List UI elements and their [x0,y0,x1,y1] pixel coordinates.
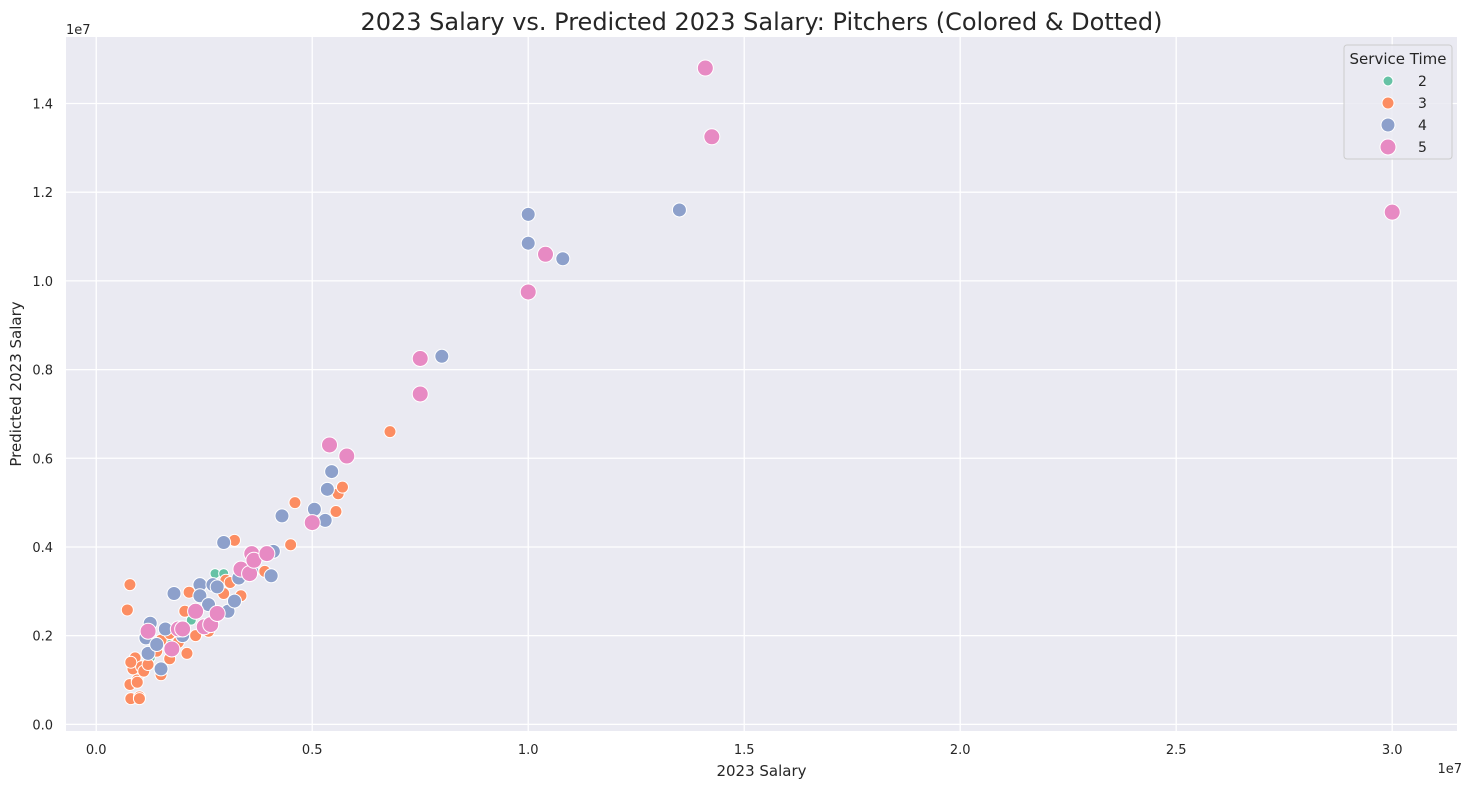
data-point [174,620,192,638]
data-point [208,604,226,622]
series-4 [138,202,687,677]
plot-background [66,37,1457,731]
data-point [149,637,165,653]
data-point [226,593,242,609]
data-point [520,206,536,222]
data-point [321,436,339,454]
legend-label: 4 [1418,118,1427,134]
x-axis-label: 2023 Salary [716,762,806,780]
legend-entry: 3 [1381,96,1427,112]
data-point [434,348,450,364]
data-point [303,514,321,532]
legend-entry: 5 [1379,138,1427,156]
data-point [130,675,144,689]
data-point [671,202,687,218]
data-point [288,496,302,510]
data-point [703,128,721,146]
x-tick-label: 3.0 [1382,743,1403,758]
data-points [120,59,1401,706]
y-tick-labels: 0.0 0.2 0.4 0.6 0.8 1.0 1.2 1.4 [32,98,53,734]
data-point [216,535,232,551]
data-point [319,481,335,497]
data-point [284,538,298,552]
data-point [306,501,322,517]
data-point [537,245,555,263]
data-point [1383,203,1401,221]
y-axis-label: Predicted 2023 Salary [7,301,25,466]
y-axis-offset-label: 1e7 [66,23,91,38]
x-axis-offset-label: 1e7 [1437,762,1462,777]
y-tick-label: 1.2 [32,186,53,201]
data-point [258,545,276,563]
y-tick-label: 1.0 [32,275,53,290]
data-point [124,655,138,669]
y-tick-label: 0.6 [32,452,53,467]
data-point [411,350,429,368]
data-point [166,586,182,602]
chart-title: 2023 Salary vs. Predicted 2023 Salary: P… [360,8,1162,36]
x-tick-labels: 0.0 0.5 1.0 1.5 2.0 2.5 3.0 [86,743,1403,758]
data-point [139,622,157,640]
data-point [163,640,181,658]
data-point [520,235,536,251]
legend-entries: 2 3 4 5 [1379,74,1427,156]
data-point [696,59,714,77]
legend-box [1343,44,1453,160]
x-tick-label: 2.0 [950,743,971,758]
legend-marker [1380,117,1396,133]
legend-marker [1379,138,1397,156]
legend-marker [1381,96,1395,110]
y-tick-label: 1.4 [32,98,53,113]
data-point [123,578,137,592]
legend-label: 5 [1418,140,1427,156]
data-point [555,251,571,267]
legend-marker [1382,75,1394,87]
grid-lines [66,37,1457,731]
data-point [329,504,343,518]
data-point [519,283,537,301]
data-point [209,579,225,595]
x-tick-label: 1.0 [518,743,539,758]
data-point [335,480,349,494]
data-point [180,646,194,660]
y-tick-label: 0.8 [32,364,53,379]
y-tick-label: 0.2 [32,630,53,645]
data-point [153,661,169,677]
data-point [274,508,290,524]
data-point [324,464,340,480]
legend-title: Service Time [1350,50,1447,68]
x-tick-label: 0.0 [86,743,107,758]
data-point [120,603,134,617]
y-tick-label: 0.0 [32,718,53,733]
data-point [338,447,356,465]
data-point [187,602,205,620]
data-point [383,425,397,439]
x-tick-label: 1.5 [734,743,755,758]
data-point [132,692,146,706]
series-5 [139,59,1401,658]
data-point [263,568,279,584]
legend-entry: 4 [1380,117,1427,134]
data-point [411,385,429,403]
legend-label: 2 [1418,74,1427,90]
y-tick-label: 0.4 [32,541,53,556]
legend-label: 3 [1418,96,1427,112]
x-tick-label: 0.5 [302,743,323,758]
legend: Service Time 2 3 4 5 [1343,44,1453,160]
x-tick-label: 2.5 [1166,743,1187,758]
legend-entry: 2 [1382,74,1427,90]
